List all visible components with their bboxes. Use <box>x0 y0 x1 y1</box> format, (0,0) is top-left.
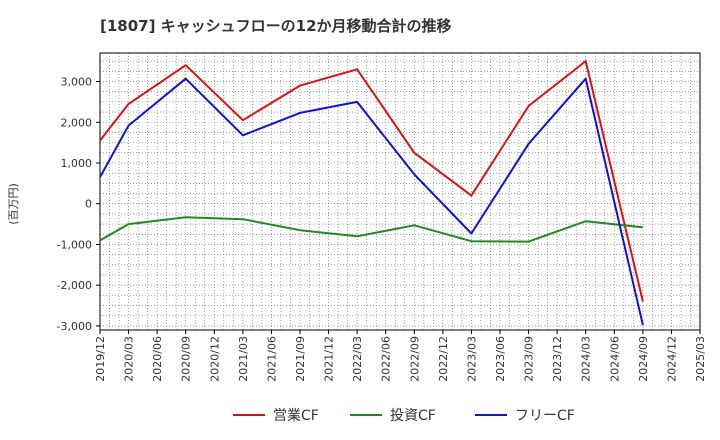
y-tick-label: -2,000 <box>57 279 92 292</box>
x-tick-label: 2024/06 <box>608 336 621 382</box>
x-tick-label: 2025/03 <box>694 336 707 382</box>
y-tick-label: 1,000 <box>61 157 93 170</box>
y-tick-label: -3,000 <box>57 320 92 333</box>
x-tick-label: 2022/12 <box>437 336 450 382</box>
x-tick-label: 2020/03 <box>123 336 136 382</box>
axes: 3,000 2,000 1,000 0 -1,000 -2,000 -3,0002019/1… <box>57 52 707 382</box>
legend: 営業CF 投資CF フリーCF <box>233 408 575 424</box>
series-lines <box>99 60 644 326</box>
x-tick-label: 2024/09 <box>637 336 650 382</box>
x-tick-label: 2021/06 <box>265 336 278 382</box>
x-tick-label: 2021/03 <box>237 336 250 382</box>
x-tick-label: 2024/12 <box>665 336 678 382</box>
series-line-3 <box>99 77 644 326</box>
x-tick-label: 2022/09 <box>408 336 421 382</box>
y-axis-label: (百万円) <box>7 183 20 225</box>
legend-label-1: 営業CF <box>273 408 319 424</box>
x-tick-label: 2023/12 <box>551 336 564 382</box>
y-tick-label: 3,000 <box>61 76 93 89</box>
x-tick-label: 2021/12 <box>323 336 336 382</box>
y-tick-label: 0 <box>85 198 92 211</box>
y-tick-label: -1,000 <box>57 238 92 251</box>
y-tick-label: 2,000 <box>61 116 93 129</box>
legend-label-2: 投資CF <box>390 408 436 424</box>
x-tick-label: 2023/03 <box>465 336 478 382</box>
x-tick-label: 2020/09 <box>180 336 193 382</box>
grid <box>100 53 700 330</box>
x-tick-label: 2020/12 <box>208 336 221 382</box>
series-line-2 <box>99 216 644 243</box>
x-tick-label: 2023/06 <box>494 336 507 382</box>
x-tick-label: 2021/09 <box>294 336 307 382</box>
legend-label-3: フリーCF <box>515 408 575 424</box>
plot-frame <box>99 52 701 331</box>
x-tick-label: 2019/12 <box>94 336 107 382</box>
x-tick-label: 2022/03 <box>351 336 364 382</box>
series-line-1 <box>99 60 644 302</box>
chart-title: [1807] キャッシュフローの12か月移動合計の推移 <box>100 17 452 35</box>
x-tick-label: 2024/03 <box>580 336 593 382</box>
x-tick-label: 2020/06 <box>151 336 164 382</box>
x-tick-label: 2023/09 <box>523 336 536 382</box>
x-tick-label: 2022/06 <box>380 336 393 382</box>
